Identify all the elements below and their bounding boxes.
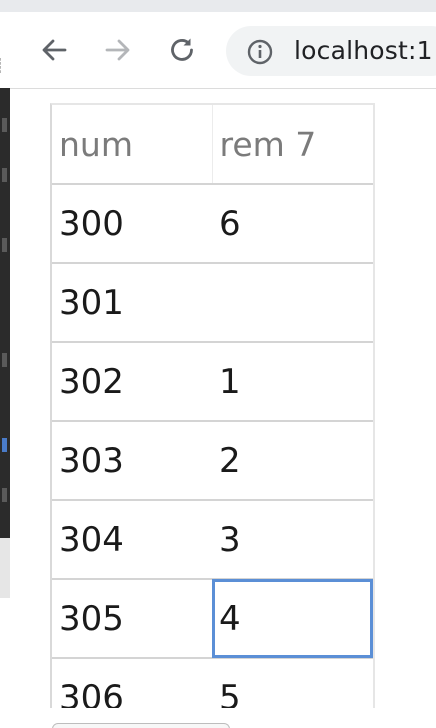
cell-rem[interactable]: 5 [212,658,373,708]
cell-rem[interactable]: 6 [212,184,373,264]
sliver-mark [2,353,7,367]
cell-num[interactable]: 305 [52,579,212,659]
cell-rem[interactable] [212,263,373,343]
table-row: 300 6 [52,184,373,264]
back-button[interactable] [34,30,74,70]
forward-button[interactable] [98,30,138,70]
sliver-mark [2,438,7,452]
address-url[interactable]: localhost:1 [294,36,433,65]
page-content: num rem 7 300 6 301 302 1 [10,89,436,728]
sliver-mark [2,118,7,132]
data-grid: num rem 7 300 6 301 302 1 [50,103,375,708]
table-row: 302 1 [52,342,373,422]
cell-num[interactable]: 303 [52,421,212,501]
sliver-mark [2,238,7,252]
cell-num[interactable]: 306 [52,658,212,708]
table-row: 305 4 [52,579,373,659]
table-row: 301 [52,263,373,343]
info-icon [247,39,273,65]
column-header-rem[interactable]: rem 7 [212,105,373,185]
tab-strip-fill [0,0,436,12]
horizontal-scrollbar[interactable] [52,723,230,728]
background-window-sliver [0,88,10,538]
cell-rem[interactable]: 1 [212,342,373,422]
cell-num[interactable]: 304 [52,500,212,580]
reload-icon [171,38,193,61]
partial-glyph-icon: ⁞ [0,54,3,79]
cell-num[interactable]: 301 [52,263,212,343]
back-arrow-icon [42,39,67,61]
header-row: num rem 7 [52,105,373,185]
cell-rem-selected[interactable]: 4 [212,579,373,659]
address-bar[interactable]: localhost:1 [226,26,436,76]
cell-num[interactable]: 300 [52,184,212,264]
table-row: 304 3 [52,500,373,580]
table-row: 303 2 [52,421,373,501]
table-row: 306 5 [52,658,373,708]
cell-rem[interactable]: 2 [212,421,373,501]
forward-arrow-icon [105,39,130,61]
site-info-button[interactable] [246,38,274,66]
data-table: num rem 7 300 6 301 302 1 [52,105,373,708]
cell-rem[interactable]: 3 [212,500,373,580]
column-header-num[interactable]: num [52,105,213,185]
sliver-mark [2,488,7,502]
toolbar-left-edge: ⁞ [0,24,8,100]
reload-button[interactable] [162,30,202,70]
cell-num[interactable]: 302 [52,342,212,422]
browser-toolbar: ⁞ local [0,12,436,100]
background-window-sliver-light [0,538,10,598]
tab-strip [0,0,436,12]
sliver-mark [2,168,7,182]
